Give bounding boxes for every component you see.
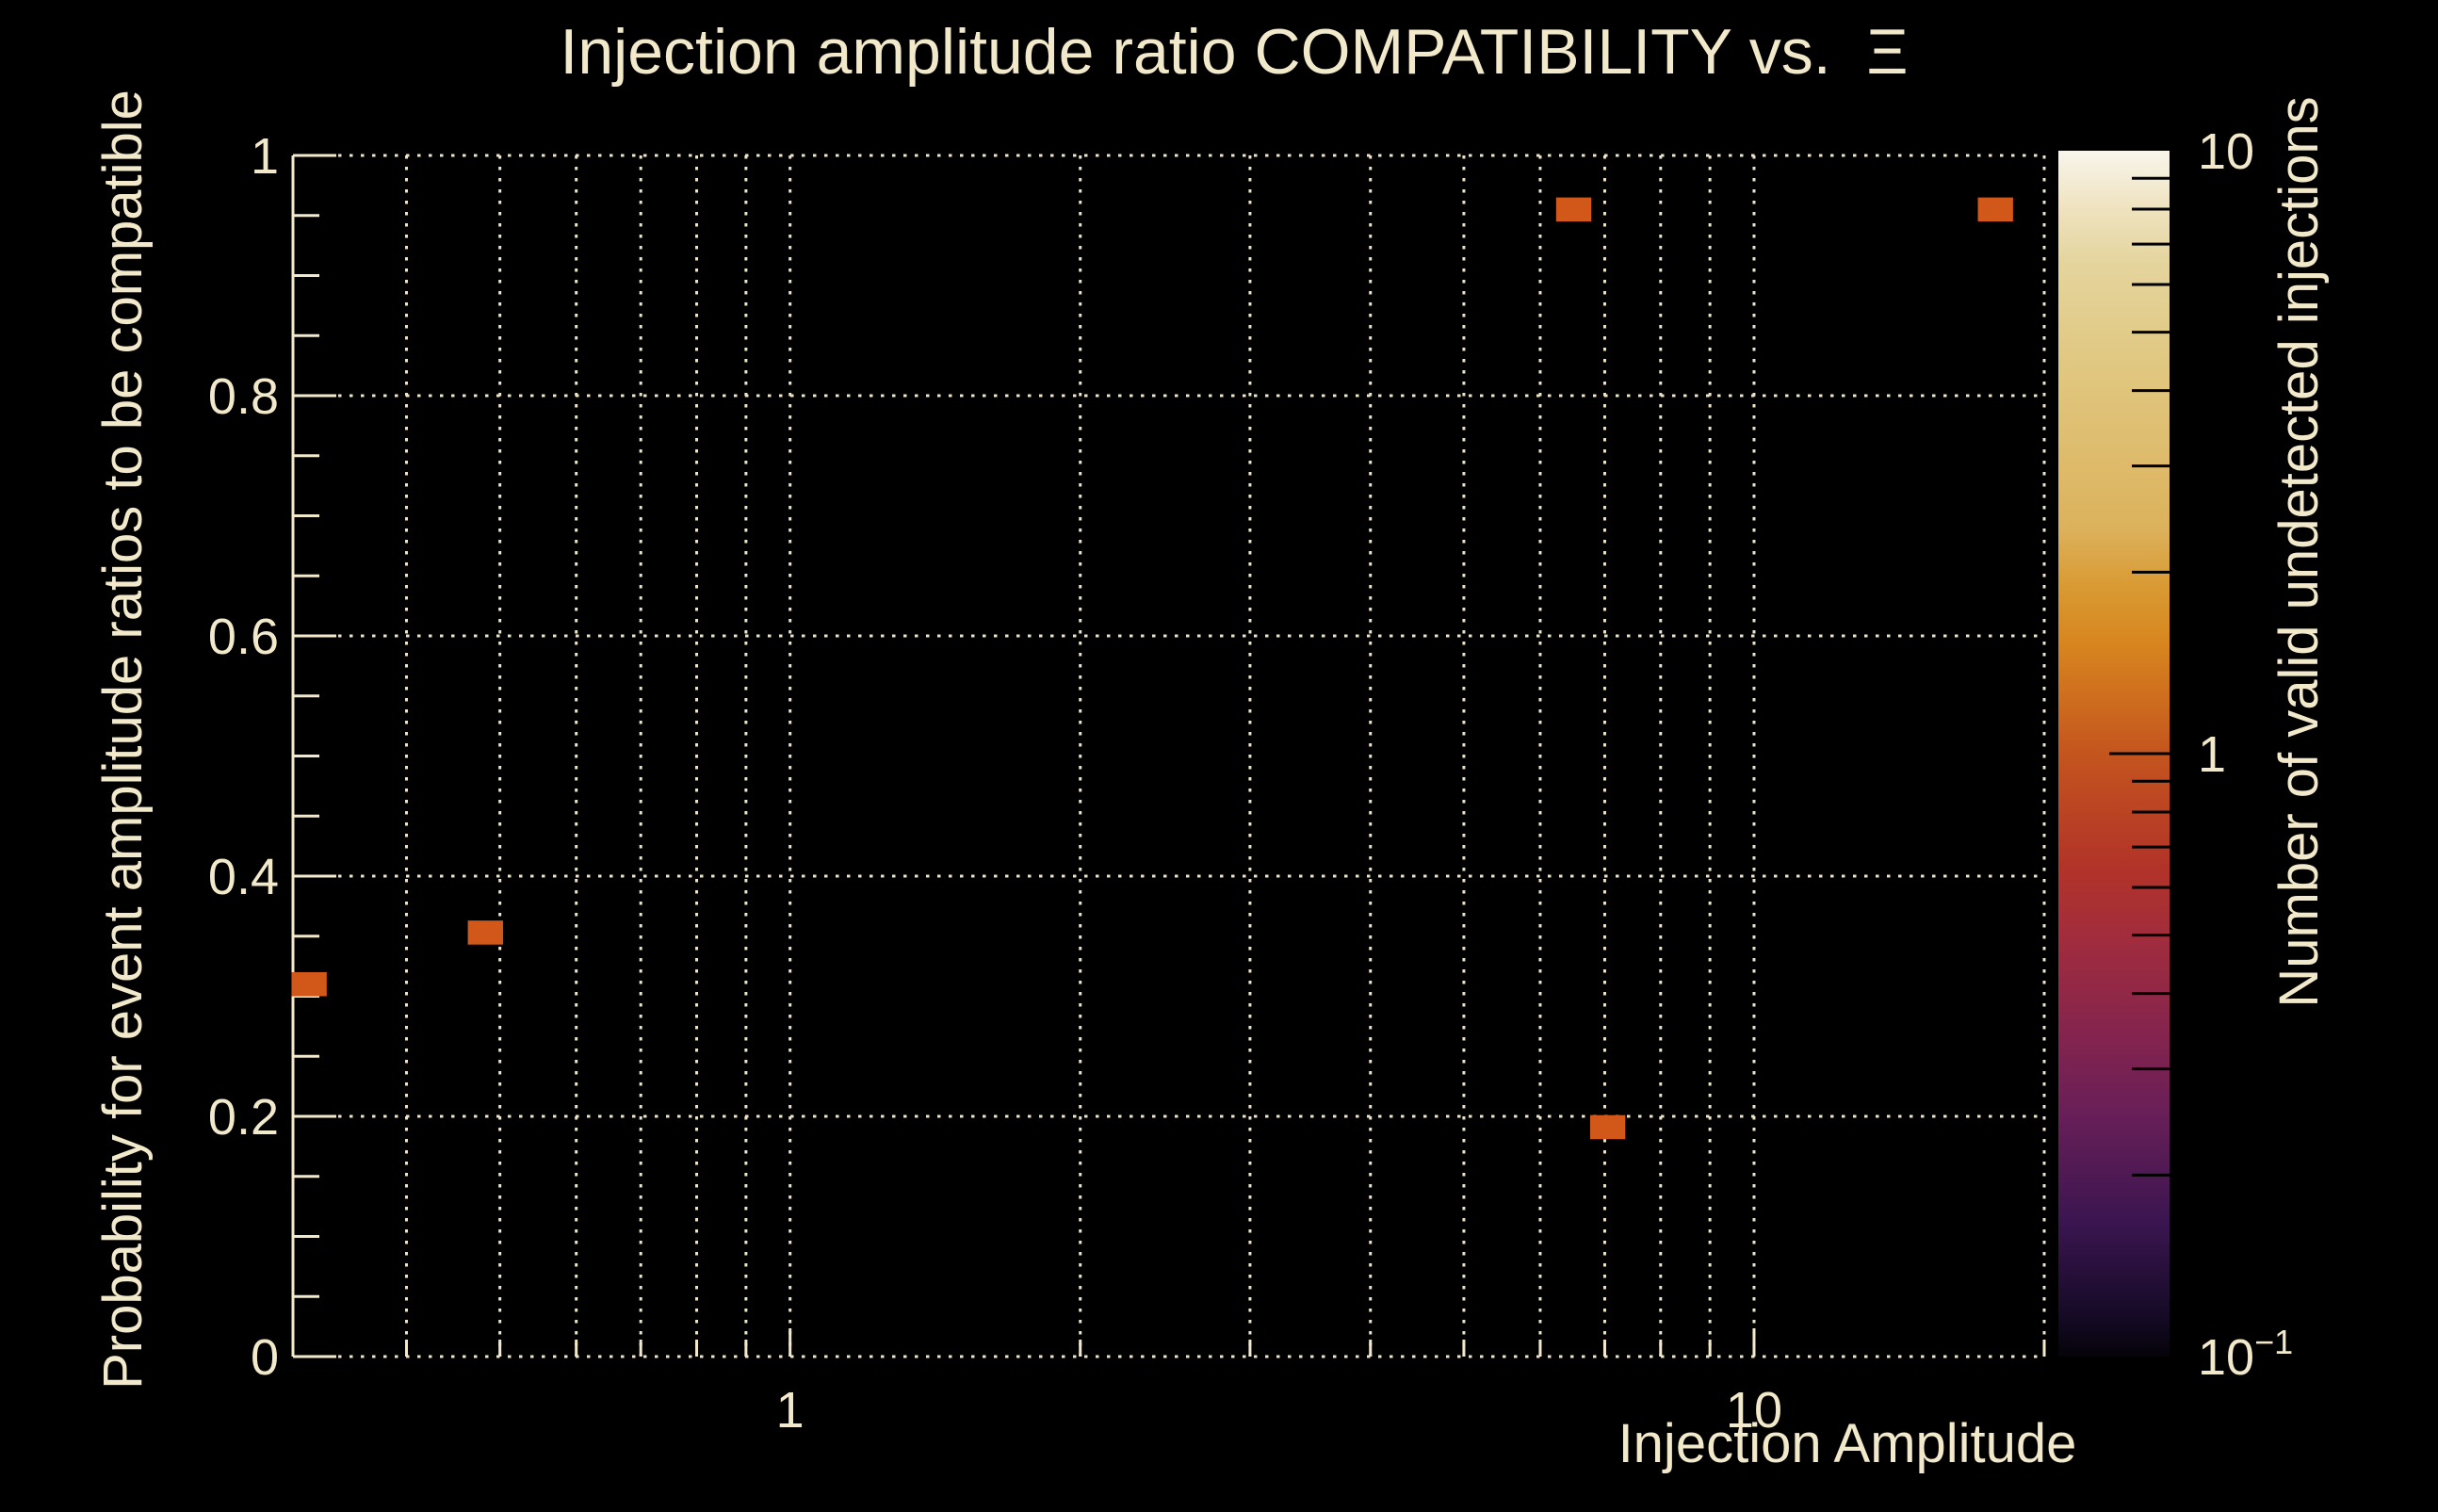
chart-title: Injection amplitude ratio COMPATIBILITY … [560, 16, 1908, 88]
histogram-bins [291, 197, 2013, 1140]
y-tick-label: 0.4 [208, 849, 279, 905]
colorbar-tick-label: 10 [2198, 123, 2254, 180]
gridlines [293, 154, 2046, 1358]
colorbar: 10 1 10−1 [2058, 123, 2293, 1386]
y-tick-label: 0.2 [208, 1089, 279, 1146]
colorbar-tick-label: 1 [2198, 726, 2226, 783]
colorbar-tick-label: 10−1 [2198, 1323, 2293, 1386]
colorbar-title: Number of valid undetected injections [2268, 96, 2330, 1007]
x-axis: 1 10 [405, 1328, 2046, 1439]
y-tick-label: 0 [251, 1329, 279, 1386]
x-axis-title: Injection Amplitude [1618, 1413, 2077, 1474]
y-tick-label: 0.6 [208, 609, 279, 665]
x-tick-label: 10 [1726, 1382, 1782, 1439]
histogram-bin [291, 972, 327, 997]
y-axis-title: Probability for event amplitude ratios t… [92, 89, 154, 1390]
x-tick-label: 1 [776, 1382, 805, 1439]
histogram-bin [1977, 197, 2013, 222]
y-axis: 0 0.2 0.4 0.6 0.8 1 [208, 128, 336, 1386]
y-tick-label: 1 [251, 128, 279, 185]
histogram-bin [467, 920, 503, 945]
histogram-bin [1555, 197, 1592, 222]
histogram-bin [1589, 1114, 1626, 1140]
y-tick-label: 0.8 [208, 368, 279, 425]
